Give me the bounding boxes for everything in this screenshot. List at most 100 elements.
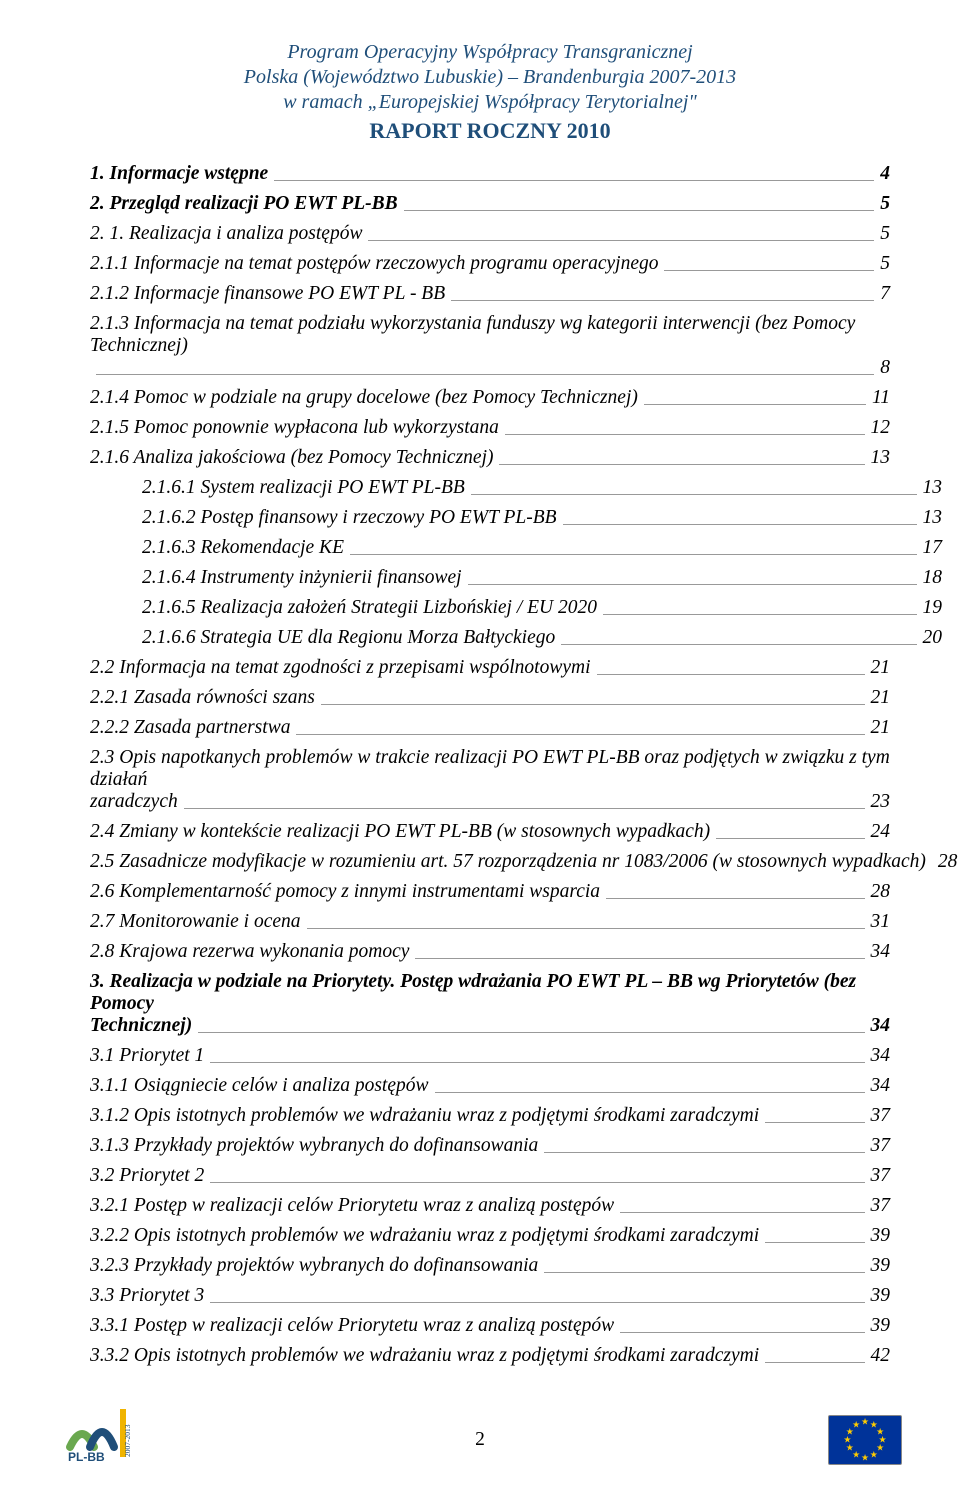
toc-page: 20 — [923, 627, 943, 649]
toc-label: 2.1.5 Pomoc ponownie wypłacona lub wykor… — [90, 417, 499, 439]
toc-leader — [96, 374, 874, 375]
toc-page: 4 — [880, 163, 890, 185]
toc-page: 5 — [880, 193, 890, 215]
toc-label: 3.2.1 Postęp w realizacji celów Prioryte… — [90, 1195, 614, 1217]
toc-entry: 3.1.1 Osiągniecie celów i analiza postęp… — [90, 1075, 890, 1097]
toc-leader — [184, 808, 865, 809]
toc-page: 21 — [871, 687, 891, 709]
toc-leader — [620, 1332, 864, 1333]
toc-leader — [606, 898, 864, 899]
toc-leader — [563, 524, 917, 525]
page-header: Program Operacyjny Współpracy Transgrani… — [90, 40, 890, 145]
toc-leader — [415, 958, 864, 959]
toc-entry: 2.1.6.4 Instrumenty inżynierii finansowe… — [142, 567, 942, 589]
toc-entry: 3.1.2 Opis istotnych problemów we wdraża… — [90, 1105, 890, 1127]
toc-page: 13 — [923, 507, 943, 529]
toc-page: 37 — [871, 1135, 891, 1157]
toc-leader — [765, 1122, 864, 1123]
toc-page: 37 — [871, 1105, 891, 1127]
toc-leader — [620, 1212, 864, 1213]
toc-page: 23 — [871, 791, 891, 813]
toc-label: 2. 1. Realizacja i analiza postępów — [90, 223, 362, 245]
toc-entry: 3.2.2 Opis istotnych problemów we wdraża… — [90, 1225, 890, 1247]
toc-entry: 2. 1. Realizacja i analiza postępów 5 — [90, 223, 890, 245]
toc-label: 2.2.1 Zasada równości szans — [90, 687, 315, 709]
toc-leader — [198, 1032, 864, 1033]
toc-leader — [468, 584, 917, 585]
toc-leader — [664, 270, 874, 271]
toc-leader — [505, 434, 865, 435]
toc-entry: 2.1.4 Pomoc w podziale na grupy docelowe… — [90, 387, 890, 409]
toc-leader — [321, 704, 865, 705]
toc-label: zaradczych — [90, 791, 178, 813]
toc-page: 11 — [872, 387, 890, 409]
header-line-1: Program Operacyjny Współpracy Transgrani… — [90, 40, 890, 65]
toc-entry: 3.3 Priorytet 339 — [90, 1285, 890, 1307]
toc-page: 5 — [880, 223, 890, 245]
table-of-contents: 1. Informacje wstępne 4 2. Przegląd realiz… — [90, 163, 890, 1367]
toc-label: 1. Informacje wstępne — [90, 163, 268, 185]
toc-page: 13 — [871, 447, 891, 469]
toc-leader — [296, 734, 864, 735]
toc-label: 3.1.1 Osiągniecie celów i analiza postęp… — [90, 1075, 429, 1097]
toc-entry: 2.7 Monitorowanie i ocena 31 — [90, 911, 890, 933]
toc-leader — [499, 464, 864, 465]
toc-entry: 3.2 Priorytet 237 — [90, 1165, 890, 1187]
toc-leader — [210, 1182, 864, 1183]
toc-entry: 2.5 Zasadnicze modyfikacje w rozumieniu … — [90, 851, 890, 873]
toc-leader — [307, 928, 865, 929]
toc-page: 8 — [880, 357, 890, 379]
toc-entry: 2.4 Zmiany w kontekście realizacji PO EW… — [90, 821, 890, 843]
toc-entry: 3.3.1 Postęp w realizacji celów Prioryte… — [90, 1315, 890, 1337]
toc-page: 37 — [871, 1195, 891, 1217]
plbb-logo: PL-BB 2007-2013 — [64, 1403, 148, 1467]
toc-page: 7 — [880, 283, 890, 305]
toc-entry: 2.1.6.1 System realizacji PO EWT PL-BB13 — [142, 477, 942, 499]
toc-leader — [471, 494, 917, 495]
toc-entry: 3.3.2 Opis istotnych problemów we wdraża… — [90, 1345, 890, 1367]
toc-label: 3.1.3 Przykłady projektów wybranych do d… — [90, 1135, 538, 1157]
toc-label: 3.1.2 Opis istotnych problemów we wdraża… — [90, 1105, 759, 1127]
toc-leader — [274, 180, 874, 181]
toc-leader — [210, 1302, 864, 1303]
toc-entry: 2.1.6.6 Strategia UE dla Regionu Morza B… — [142, 627, 942, 649]
toc-label: 3.3.2 Opis istotnych problemów we wdraża… — [90, 1345, 759, 1367]
svg-text:2007-2013: 2007-2013 — [123, 1424, 132, 1457]
toc-page: 42 — [871, 1345, 891, 1367]
eu-stars: ★ ★ ★ ★ ★ ★ ★ ★ ★ ★ ★ ★ — [845, 1420, 885, 1460]
toc-entry: 2.2 Informacja na temat zgodności z prze… — [90, 657, 890, 679]
toc-entry: 2.6 Komplementarność pomocy z innymi ins… — [90, 881, 890, 903]
toc-label: 2.1.6.4 Instrumenty inżynierii finansowe… — [142, 567, 462, 589]
header-line-3: w ramach „Europejskiej Współpracy Teryto… — [90, 90, 890, 115]
toc-label: 2. Przegląd realizacji PO EWT PL-BB — [90, 193, 398, 215]
toc-entry: 2.1.3 Informacja na temat podziału wykor… — [90, 313, 890, 379]
toc-entry: 2.3 Opis napotkanych problemów w trakcie… — [90, 747, 890, 813]
toc-page: 19 — [923, 597, 943, 619]
toc-entry: 2.1.1 Informacje na temat postępów rzecz… — [90, 253, 890, 275]
toc-label: 2.2 Informacja na temat zgodności z prze… — [90, 657, 591, 679]
toc-page: 39 — [871, 1255, 891, 1277]
toc-label: Technicznej) — [90, 1015, 192, 1037]
toc-leader — [597, 674, 865, 675]
toc-label: 2.1.6.3 Rekomendacje KE — [142, 537, 344, 559]
toc-label: 3.2.3 Przykłady projektów wybranych do d… — [90, 1255, 538, 1277]
toc-leader — [644, 404, 866, 405]
toc-label: 2.7 Monitorowanie i ocena — [90, 911, 301, 933]
toc-label: 2.1.3 Informacja na temat podziału wykor… — [90, 313, 890, 357]
toc-leader — [435, 1092, 865, 1093]
toc-page: 31 — [871, 911, 891, 933]
toc-page: 13 — [923, 477, 943, 499]
toc-label: 2.1.6.5 Realizacja założeń Strategii Liz… — [142, 597, 597, 619]
toc-entry: 2.2.1 Zasada równości szans 21 — [90, 687, 890, 709]
toc-page: 28 — [938, 851, 958, 873]
toc-leader — [765, 1362, 864, 1363]
toc-entry: 2.2.2 Zasada partnerstwa21 — [90, 717, 890, 739]
toc-leader — [544, 1152, 864, 1153]
toc-label: 2.3 Opis napotkanych problemów w trakcie… — [90, 747, 890, 791]
toc-label: 2.1.6.2 Postęp finansowy i rzeczowy PO E… — [142, 507, 557, 529]
toc-entry: 2. Przegląd realizacji PO EWT PL-BB 5 — [90, 193, 890, 215]
toc-label: 3.1 Priorytet 1 — [90, 1045, 204, 1067]
header-title: RAPORT ROCZNY 2010 — [90, 117, 890, 145]
toc-label: 3.3.1 Postęp w realizacji celów Prioryte… — [90, 1315, 614, 1337]
toc-leader — [210, 1062, 864, 1063]
